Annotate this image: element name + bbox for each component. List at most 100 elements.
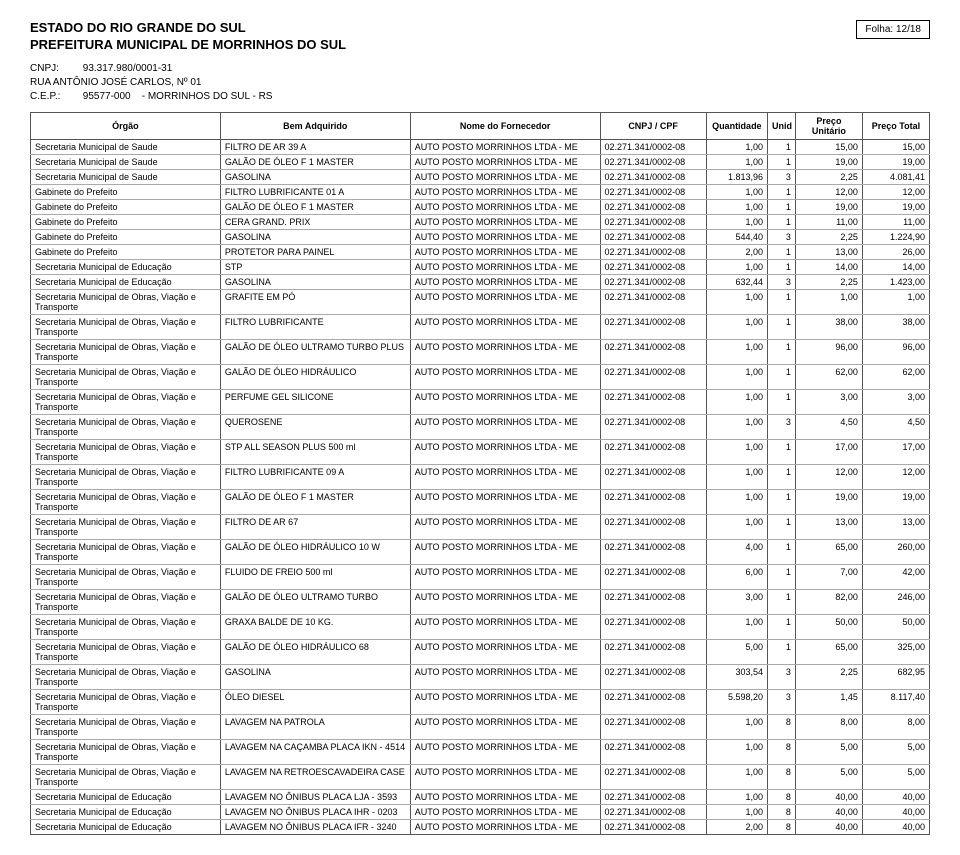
table-cell: 4,50 [862,415,929,440]
table-cell: AUTO POSTO MORRINHOS LTDA - ME [410,765,600,790]
table-cell: AUTO POSTO MORRINHOS LTDA - ME [410,690,600,715]
th-unid: Unid [768,113,796,140]
cnpj-label: CNPJ: [30,62,80,76]
table-cell: AUTO POSTO MORRINHOS LTDA - ME [410,275,600,290]
table-cell: 40,00 [862,805,929,820]
table-cell: ÓLEO DIESEL [220,690,410,715]
table-cell: 02.271.341/0002-08 [600,230,706,245]
table-cell: 12,00 [795,185,862,200]
table-cell: 1 [768,340,796,365]
table-cell: 2,00 [706,245,767,260]
table-cell: FLUIDO DE FREIO 500 ml [220,565,410,590]
table-cell: 17,00 [795,440,862,465]
table-cell: 02.271.341/0002-08 [600,315,706,340]
table-row: Gabinete do PrefeitoGASOLINAAUTO POSTO M… [31,230,930,245]
table-cell: 8 [768,790,796,805]
table-cell: 8 [768,805,796,820]
table-cell: 2,25 [795,665,862,690]
table-cell: GRAFITE EM PÓ [220,290,410,315]
table-cell: 62,00 [862,365,929,390]
table-cell: 1,00 [706,140,767,155]
table-cell: Secretaria Municipal de Obras, Viação e … [31,640,221,665]
table-cell: Secretaria Municipal de Obras, Viação e … [31,540,221,565]
table-cell: 65,00 [795,540,862,565]
table-cell: 2,25 [795,230,862,245]
table-row: Gabinete do PrefeitoCERA GRAND. PRIXAUTO… [31,215,930,230]
table-cell: 02.271.341/0002-08 [600,365,706,390]
table-cell: Secretaria Municipal de Obras, Viação e … [31,290,221,315]
table-cell: 02.271.341/0002-08 [600,790,706,805]
table-cell: 12,00 [795,465,862,490]
table-cell: 13,00 [795,515,862,540]
table-cell: 19,00 [795,490,862,515]
table-row: Gabinete do PrefeitoFILTRO LUBRIFICANTE … [31,185,930,200]
estado-title: ESTADO DO RIO GRANDE DO SUL [30,20,346,35]
table-cell: AUTO POSTO MORRINHOS LTDA - ME [410,820,600,835]
table-cell: Secretaria Municipal de Obras, Viação e … [31,340,221,365]
table-row: Secretaria Municipal de Obras, Viação e … [31,590,930,615]
table-cell: 19,00 [862,200,929,215]
table-cell: 3,00 [862,390,929,415]
table-cell: FILTRO LUBRIFICANTE [220,315,410,340]
table-row: Secretaria Municipal de Obras, Viação e … [31,465,930,490]
table-cell: AUTO POSTO MORRINHOS LTDA - ME [410,290,600,315]
table-cell: AUTO POSTO MORRINHOS LTDA - ME [410,390,600,415]
table-cell: 02.271.341/0002-08 [600,665,706,690]
table-cell: AUTO POSTO MORRINHOS LTDA - ME [410,615,600,640]
table-row: Secretaria Municipal de EducaçãoLAVAGEM … [31,805,930,820]
table-cell: AUTO POSTO MORRINHOS LTDA - ME [410,245,600,260]
table-cell: Secretaria Municipal de Obras, Viação e … [31,515,221,540]
table-cell: 1,00 [795,290,862,315]
table-cell: Secretaria Municipal de Saude [31,170,221,185]
table-cell: 38,00 [862,315,929,340]
table-cell: 40,00 [795,820,862,835]
table-row: Secretaria Municipal de EducaçãoSTPAUTO … [31,260,930,275]
table-row: Secretaria Municipal de Obras, Viação e … [31,490,930,515]
table-cell: 4.081,41 [862,170,929,185]
table-cell: 02.271.341/0002-08 [600,200,706,215]
table-cell: 02.271.341/0002-08 [600,615,706,640]
cnpj-value: 93.317.980/0001-31 [83,63,173,74]
prefeitura-title: PREFEITURA MUNICIPAL DE MORRINHOS DO SUL [30,37,346,52]
folha-label: Folha: [865,24,893,35]
table-cell: 40,00 [862,820,929,835]
table-cell: 1,00 [706,440,767,465]
table-cell: 1,00 [706,185,767,200]
table-cell: GALÃO DE ÓLEO HIDRÁULICO 68 [220,640,410,665]
table-cell: 1,00 [706,200,767,215]
table-cell: 02.271.341/0002-08 [600,440,706,465]
table-cell: 3 [768,170,796,185]
table-cell: 8 [768,765,796,790]
table-cell: 02.271.341/0002-08 [600,590,706,615]
table-cell: FILTRO DE AR 67 [220,515,410,540]
table-cell: Secretaria Municipal de Obras, Viação e … [31,690,221,715]
table-cell: 13,00 [862,515,929,540]
table-cell: 6,00 [706,565,767,590]
table-cell: Secretaria Municipal de Obras, Viação e … [31,440,221,465]
table-cell: 1 [768,365,796,390]
table-cell: 14,00 [795,260,862,275]
table-cell: 02.271.341/0002-08 [600,515,706,540]
table-cell: STP ALL SEASON PLUS 500 ml [220,440,410,465]
table-cell: 1,00 [706,315,767,340]
table-cell: 1,00 [706,215,767,230]
table-cell: 325,00 [862,640,929,665]
table-cell: AUTO POSTO MORRINHOS LTDA - ME [410,465,600,490]
table-cell: 1,00 [862,290,929,315]
table-cell: 5,00 [706,640,767,665]
table-cell: GALÃO DE ÓLEO F 1 MASTER [220,490,410,515]
table-cell: 1 [768,540,796,565]
table-cell: 02.271.341/0002-08 [600,245,706,260]
table-cell: LAVAGEM NA CAÇAMBA PLACA IKN - 4514 [220,740,410,765]
table-cell: 5,00 [862,740,929,765]
table-cell: Secretaria Municipal de Saude [31,155,221,170]
table-row: Secretaria Municipal de EducaçãoLAVAGEM … [31,820,930,835]
table-cell: FILTRO LUBRIFICANTE 09 A [220,465,410,490]
table-cell: 544,40 [706,230,767,245]
report-header: ESTADO DO RIO GRANDE DO SUL PREFEITURA M… [30,20,930,62]
table-cell: 02.271.341/0002-08 [600,715,706,740]
table-cell: 1,00 [706,790,767,805]
table-cell: 3,00 [795,390,862,415]
table-cell: 02.271.341/0002-08 [600,490,706,515]
table-cell: AUTO POSTO MORRINHOS LTDA - ME [410,640,600,665]
